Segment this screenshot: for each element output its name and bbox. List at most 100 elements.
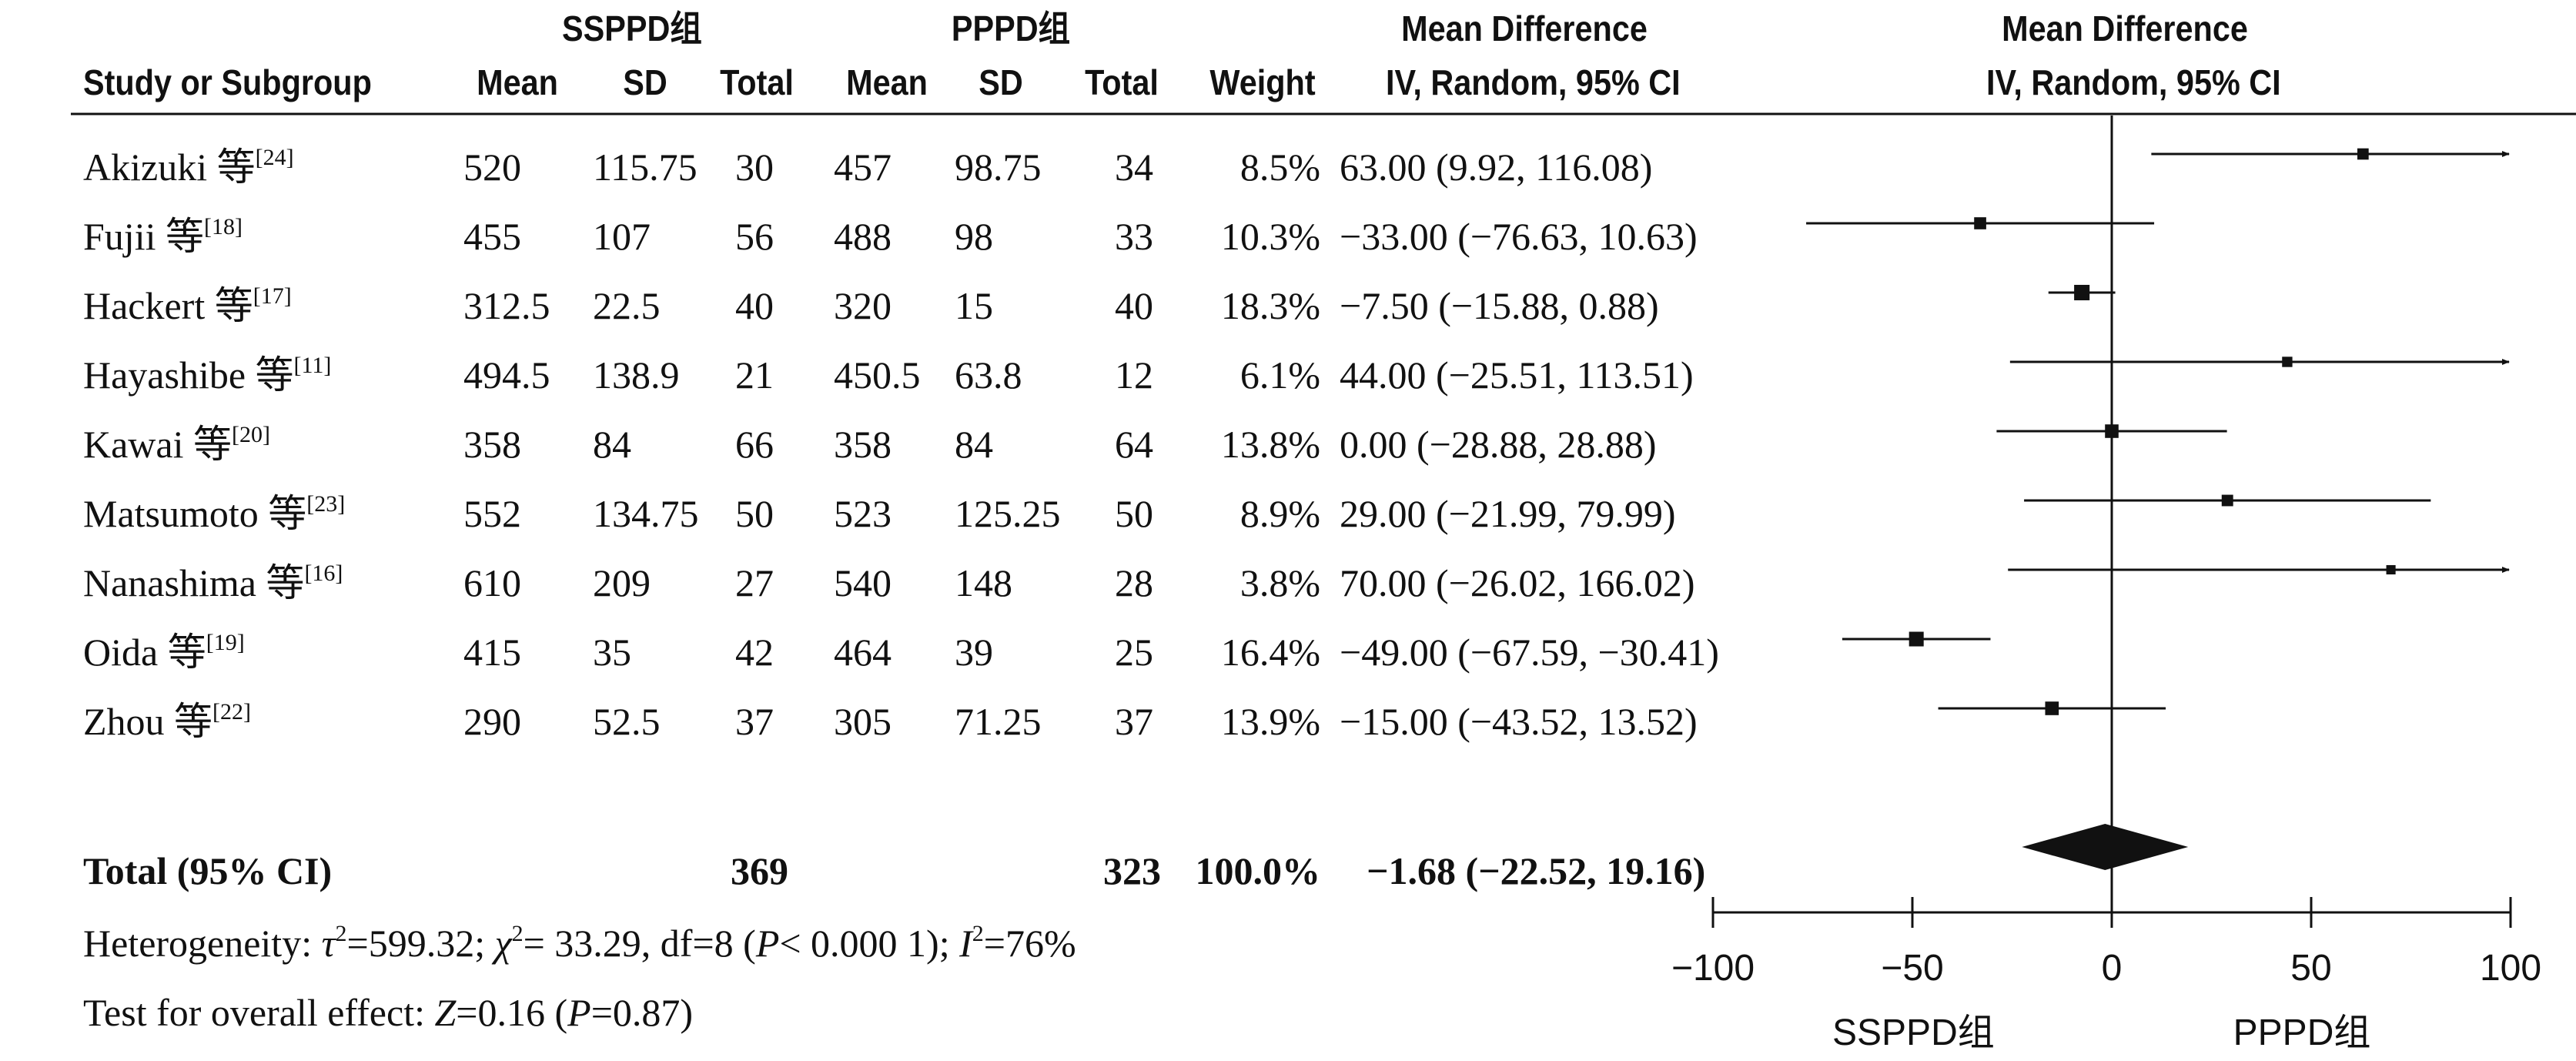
cell-mean1: 290 xyxy=(463,700,521,743)
cell-weight: 13.9% xyxy=(1220,700,1320,743)
group1-header: SSPPD组 xyxy=(562,8,702,49)
cell-total1: 42 xyxy=(735,631,774,674)
cell-weight: 3.8% xyxy=(1239,561,1320,604)
study-reference: [19] xyxy=(206,630,245,655)
cell-sd2: 98.75 xyxy=(955,146,1042,189)
cell-mean2: 320 xyxy=(834,284,892,327)
tick-label: 0 xyxy=(2101,948,2123,989)
cell-sd2: 98 xyxy=(955,215,993,258)
cell-mean1: 312.5 xyxy=(463,284,550,327)
cell-sd2: 84 xyxy=(955,423,993,466)
study-reference: [20] xyxy=(232,422,270,447)
total1-column-header: Total xyxy=(720,62,794,102)
cell-weight: 10.3% xyxy=(1220,215,1320,258)
cell-total1: 27 xyxy=(735,561,774,604)
cell-total2: 12 xyxy=(1115,353,1153,397)
z-value: =0.16 ( xyxy=(456,991,568,1034)
sd1-column-header: SD xyxy=(623,62,667,102)
study-name: Hackert 等[17] xyxy=(83,284,292,327)
md-header-title: Mean Difference xyxy=(1401,8,1648,49)
study-reference: [24] xyxy=(255,145,294,170)
cell-sd1: 134.75 xyxy=(593,492,699,535)
p-symbol: P xyxy=(755,922,780,965)
cell-sd1: 107 xyxy=(593,215,651,258)
cell-mean2: 358 xyxy=(834,423,892,466)
study-name-label: Oida 等 xyxy=(83,631,206,674)
cell-ci-text: −49.00 (−67.59, −30.41) xyxy=(1340,631,1719,674)
effect-square-fujii xyxy=(1974,217,1986,229)
overall-p-value: =0.87) xyxy=(590,991,694,1034)
cell-sd2: 148 xyxy=(955,561,1012,604)
cell-mean2: 457 xyxy=(834,146,892,189)
cell-sd1: 35 xyxy=(593,631,631,674)
cell-mean2: 450.5 xyxy=(834,353,921,397)
heterogeneity-text: Heterogeneity: τ2=599.32; χ2= 33.29, df=… xyxy=(83,921,1076,965)
plot-header-title: Mean Difference xyxy=(2002,8,2248,49)
cell-total1: 21 xyxy=(735,353,774,397)
tick-label: 50 xyxy=(2290,948,2332,989)
study-name-label: Kawai 等 xyxy=(83,423,232,466)
sd2-column-header: SD xyxy=(979,62,1023,102)
i-symbol: I xyxy=(959,922,972,965)
cell-mean1: 358 xyxy=(463,423,521,466)
cell-total1: 66 xyxy=(735,423,774,466)
study-name-label: Matsumoto 等 xyxy=(83,492,307,535)
study-name: Nanashima 等[16] xyxy=(83,561,343,604)
cell-mean1: 552 xyxy=(463,492,521,535)
p-value: < 0.000 1); xyxy=(779,922,960,965)
effect-square-kawai xyxy=(2105,424,2119,438)
cell-total2: 33 xyxy=(1115,215,1153,258)
tau-value: =599.32; xyxy=(346,922,495,965)
effect-square-nanashima xyxy=(2386,564,2396,575)
cell-total1: 50 xyxy=(735,492,774,535)
md-header-subtitle: IV, Random, 95% CI xyxy=(1386,62,1681,102)
cell-ci-text: −7.50 (−15.88, 0.88) xyxy=(1340,284,1659,327)
total-group2: 323 xyxy=(1103,849,1161,892)
study-name: Akizuki 等[24] xyxy=(83,145,294,189)
cell-sd2: 71.25 xyxy=(955,700,1042,743)
total-ci-text: −1.68 (−22.52, 19.16) xyxy=(1367,849,1706,892)
cell-weight: 8.5% xyxy=(1239,146,1320,189)
tick-label: −100 xyxy=(1671,948,1755,989)
cell-mean1: 610 xyxy=(463,561,521,604)
pooled-effect-diamond xyxy=(2022,824,2189,870)
cell-sd2: 39 xyxy=(955,631,993,674)
z-symbol: Z xyxy=(434,991,457,1034)
study-name-label: Hackert 等 xyxy=(83,284,253,327)
study-name-label: Nanashima 等 xyxy=(83,561,305,604)
study-name: Zhou 等[22] xyxy=(83,699,252,741)
study-name-label: Akizuki 等 xyxy=(83,146,256,189)
study-name: Hayashibe 等[11] xyxy=(83,353,332,395)
total-label: Total (95% CI) xyxy=(83,849,333,892)
tau-symbol: τ xyxy=(321,922,336,965)
cell-mean2: 540 xyxy=(834,561,892,604)
study-reference: [11] xyxy=(293,353,332,378)
cell-sd1: 84 xyxy=(593,423,631,466)
cell-sd1: 52.5 xyxy=(593,700,661,743)
study-reference: [22] xyxy=(212,699,252,725)
cell-total1: 40 xyxy=(735,284,774,327)
cell-mean1: 520 xyxy=(463,146,521,189)
tick-label: −50 xyxy=(1881,948,1944,989)
heterogeneity-prefix: Heterogeneity: xyxy=(83,922,322,965)
cell-sd1: 22.5 xyxy=(593,284,661,327)
group2-header: PPPD组 xyxy=(951,8,1071,49)
chi-value: = 33.29, df=8 ( xyxy=(523,922,756,965)
cell-ci-text: −15.00 (−43.52, 13.52) xyxy=(1340,700,1698,743)
cell-ci-text: 29.00 (−21.99, 79.99) xyxy=(1340,492,1676,535)
study-name-label: Fujii 等 xyxy=(83,215,204,258)
tick-label: 100 xyxy=(2479,948,2542,989)
cell-weight: 18.3% xyxy=(1220,284,1320,327)
mean1-column-header: Mean xyxy=(477,62,558,102)
cell-weight: 13.8% xyxy=(1220,423,1320,466)
overall-p-symbol: P xyxy=(567,991,591,1034)
cell-weight: 6.1% xyxy=(1239,353,1320,397)
cell-mean2: 488 xyxy=(834,215,892,258)
total-group1: 369 xyxy=(731,849,788,892)
effect-square-zhou xyxy=(2045,701,2059,715)
mean2-column-header: Mean xyxy=(846,62,928,102)
plot-header-subtitle: IV, Random, 95% CI xyxy=(1986,62,2281,102)
cell-ci-text: 0.00 (−28.88, 28.88) xyxy=(1340,423,1657,466)
